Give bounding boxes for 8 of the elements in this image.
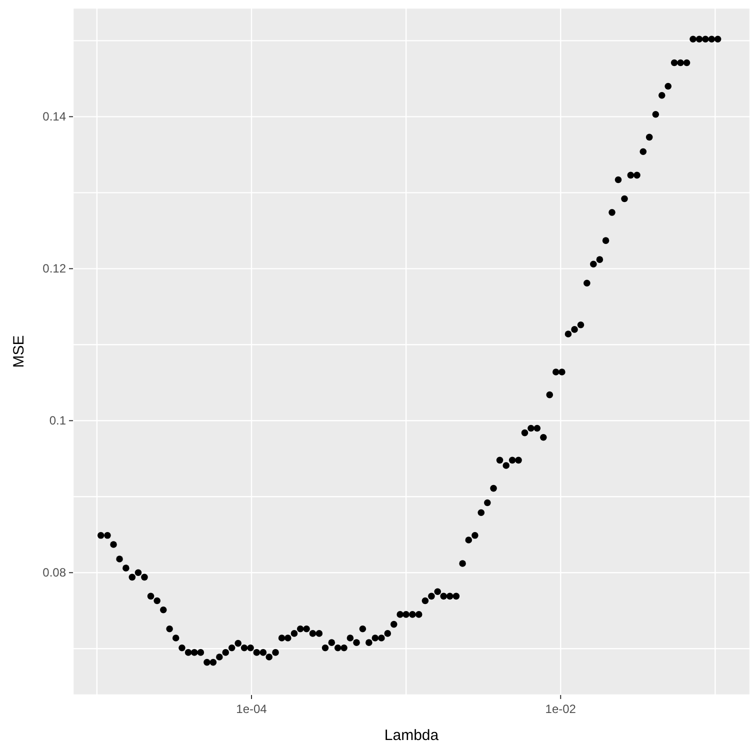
y-tick-label: 0.14 (42, 110, 66, 124)
y-tick-label: 0.1 (49, 414, 66, 428)
x-axis-title: Lambda (384, 727, 440, 744)
y-tick-label: 0.12 (42, 262, 66, 276)
x-tick-label: 1e-02 (545, 702, 576, 716)
y-tick-label: 0.08 (42, 566, 66, 580)
y-axis-title: MSE (10, 335, 28, 368)
x-tick-label: 1e-04 (236, 702, 268, 716)
